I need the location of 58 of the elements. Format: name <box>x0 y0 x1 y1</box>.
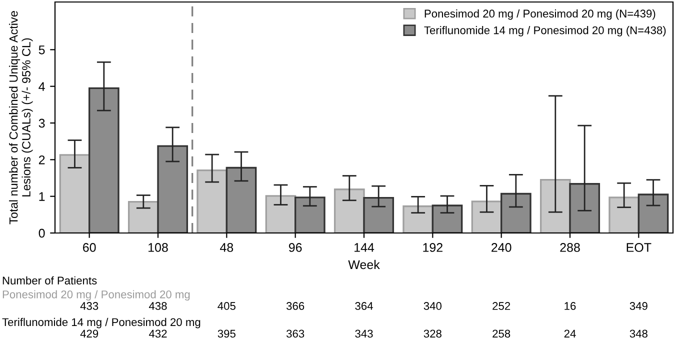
text: 366 <box>286 302 304 310</box>
legend-label: Ponesimod 20 mg / Ponesimod 20 mg (N=439) <box>424 9 656 20</box>
x-tick-label: 144 <box>354 243 374 252</box>
x-tick-label: 288 <box>560 243 580 252</box>
x-tick-label: 48 <box>220 243 234 252</box>
bar <box>432 204 463 233</box>
text: 364 <box>355 302 373 310</box>
bar <box>59 154 90 233</box>
text: 438 <box>148 302 167 310</box>
bar <box>638 194 669 233</box>
bar <box>540 179 571 233</box>
text: Teriflunomide 14 mg / Ponesimod 20 mg <box>2 318 200 328</box>
bar <box>363 196 394 233</box>
x-tick-label: 192 <box>423 243 442 252</box>
bar <box>196 169 228 233</box>
bar <box>88 87 120 233</box>
x-tick-label: 96 <box>288 243 302 252</box>
text: Number of Patients <box>2 276 97 284</box>
y-tick-label: 1 <box>39 192 45 201</box>
bar <box>157 145 188 233</box>
y-tick-label: 0 <box>38 228 45 238</box>
text: 432 <box>148 330 167 338</box>
bar <box>334 188 365 233</box>
bar <box>471 200 502 233</box>
legend-label: Teriflunomide 14 mg / Ponesimod 20 mg (N=438) <box>424 26 666 36</box>
x-tick-label: 240 <box>492 243 512 252</box>
x-axis-title: Week <box>348 260 380 270</box>
text: 349 <box>630 302 648 310</box>
text: 433 <box>80 302 98 310</box>
text: 340 <box>424 302 442 310</box>
text: 343 <box>355 330 373 338</box>
x-tick-label: 60 <box>83 243 96 252</box>
x-tick-label: 108 <box>148 243 168 252</box>
bar <box>608 196 640 233</box>
text: 252 <box>492 302 510 310</box>
text: 348 <box>630 330 648 338</box>
bar <box>569 183 600 233</box>
bar <box>226 166 257 233</box>
text: 24 <box>564 330 576 338</box>
text: 16 <box>564 302 576 310</box>
y-tick-label: 3 <box>38 118 45 128</box>
text: 258 <box>492 330 510 338</box>
bar <box>128 201 159 233</box>
y-tick-label: 2 <box>38 155 45 164</box>
y-tick-label: 4 <box>38 82 45 91</box>
bar <box>265 195 296 233</box>
text: Ponesimod 20 mg / Ponesimod 20 mg <box>2 290 190 301</box>
text: 405 <box>218 302 236 310</box>
text: 363 <box>286 330 304 338</box>
text: 328 <box>424 330 442 338</box>
x-tick-label: EOT <box>626 243 652 252</box>
y-tick-label: 5 <box>38 46 45 54</box>
bar <box>294 196 326 233</box>
text: 395 <box>218 330 236 338</box>
bar <box>402 205 434 233</box>
text: 429 <box>80 330 98 338</box>
bar <box>500 192 532 233</box>
y-axis-title: Total number of Combined Unique Active Lesions (CUALs) (+/- 95% CL) <box>9 11 33 224</box>
